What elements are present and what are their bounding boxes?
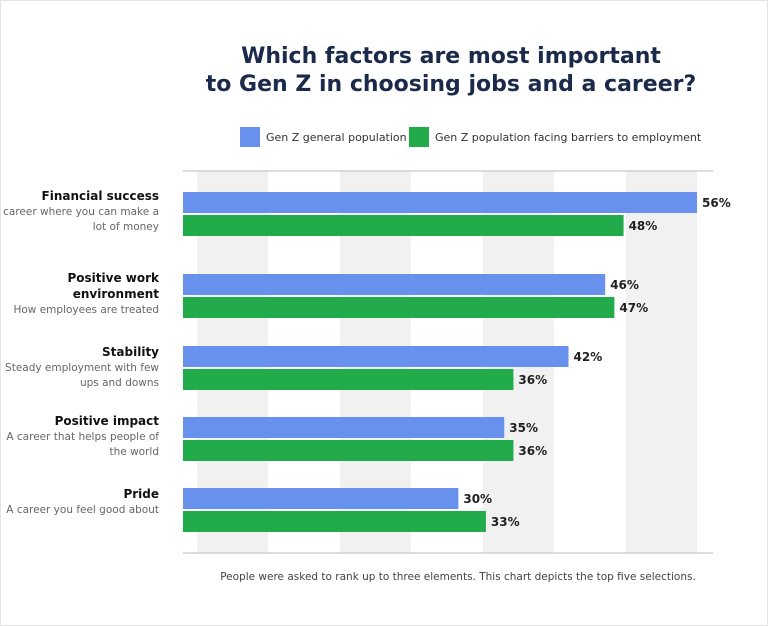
category-name: Positive work environment (67, 271, 159, 301)
footnote: People were asked to rank up to three el… (220, 571, 696, 583)
data-label: 46% (610, 278, 639, 292)
data-label: 47% (619, 301, 648, 315)
category-name: Pride (123, 487, 159, 501)
data-label: 33% (491, 515, 520, 529)
data-label: 30% (463, 492, 492, 506)
bar-general (183, 274, 606, 295)
category-name: Financial success (41, 189, 159, 203)
chart-title-line-2: to Gen Z in choosing jobs and a career? (205, 72, 697, 97)
data-label: 36% (518, 373, 547, 387)
bar-general (183, 192, 697, 213)
legend-swatch-green (409, 127, 429, 147)
category-label: Positive work environment How employees … (1, 270, 159, 318)
chart-title-line-1: Which factors are most important (241, 44, 661, 69)
legend-swatch-blue (240, 127, 260, 147)
bar-barriers (183, 511, 486, 532)
category-label: Positive impact A career that helps peop… (1, 413, 159, 460)
category-name: Positive impact (54, 414, 159, 428)
data-label: 36% (518, 444, 547, 458)
data-label: 56% (702, 196, 731, 210)
bar-barriers (183, 297, 615, 318)
category-description: A career you feel good about (6, 504, 159, 516)
legend-item-barriers: Gen Z population facing barriers to empl… (409, 127, 701, 147)
legend-label: Gen Z population facing barriers to empl… (435, 130, 702, 144)
data-label: 42% (574, 350, 603, 364)
data-label: 35% (509, 421, 538, 435)
bar-barriers (183, 369, 514, 390)
legend-label: Gen Z general population (266, 130, 407, 144)
category-name: Stability (102, 345, 159, 359)
category-label: Financial success A career where you can… (0, 188, 159, 235)
grid-band (626, 171, 697, 553)
category-description: A career that helps people of the world (6, 431, 159, 458)
bar-general (183, 488, 459, 509)
bar-general (183, 417, 505, 438)
legend-item-general: Gen Z general population (240, 127, 407, 147)
data-label: 48% (629, 219, 658, 233)
bar-general (183, 346, 569, 367)
bar-barriers (183, 440, 514, 461)
category-label: Pride A career you feel good about (1, 486, 159, 518)
category-description: Steady employment with few ups and downs (5, 362, 159, 389)
category-description: How employees are treated (13, 304, 159, 316)
bar-barriers (183, 215, 624, 236)
category-label: Stability Steady employment with few ups… (1, 344, 159, 391)
category-description: A career where you can make a lot of mon… (0, 206, 159, 233)
